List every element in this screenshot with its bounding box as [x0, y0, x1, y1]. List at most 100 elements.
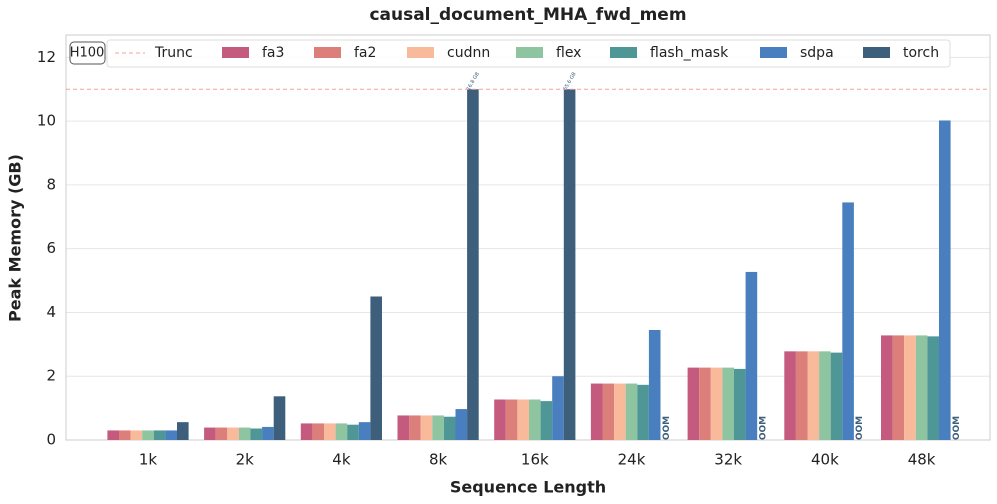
bar — [529, 399, 541, 440]
legend-swatch — [516, 47, 543, 58]
bar — [153, 430, 166, 440]
bar — [262, 426, 274, 440]
bars — [107, 89, 951, 441]
oom-label: OOM — [952, 416, 962, 440]
annotation-box — [69, 41, 106, 65]
bar — [927, 336, 939, 440]
y-tick-label: 6 — [46, 239, 56, 257]
x-tick-label: 40k — [811, 451, 839, 469]
bar — [227, 427, 239, 440]
bar — [142, 430, 154, 440]
bar — [842, 202, 854, 440]
bar — [745, 271, 758, 440]
x-tick-label: 1k — [139, 451, 158, 469]
bar — [467, 89, 479, 441]
legend-label: sdpa — [800, 45, 834, 61]
bar — [238, 427, 251, 440]
legend-label: fa3 — [262, 45, 284, 61]
bar — [324, 423, 336, 440]
chart-title: causal_document_MHA_fwd_mem — [369, 5, 686, 25]
x-tick-label: 8k — [429, 451, 448, 469]
bar — [273, 396, 286, 440]
y-axis-label: Peak Memory (GB) — [6, 154, 25, 322]
bar — [165, 430, 177, 440]
bar — [819, 351, 831, 440]
x-tick-label: 16k — [521, 451, 549, 469]
y-tick-label: 0 — [46, 431, 56, 449]
bar — [204, 427, 216, 440]
bar — [734, 368, 746, 440]
bar — [347, 424, 359, 440]
bar — [915, 335, 928, 440]
bar — [807, 351, 820, 440]
legend-swatch — [314, 47, 341, 58]
bar — [590, 383, 603, 440]
legend-swatch — [407, 47, 434, 58]
bar — [637, 384, 649, 440]
bar — [397, 415, 410, 440]
legend-label: fa2 — [354, 45, 376, 61]
bar — [699, 367, 711, 440]
x-tick-label: 24k — [618, 451, 646, 469]
bar — [370, 296, 382, 440]
bar — [552, 376, 564, 440]
y-tick-label: 8 — [46, 175, 56, 193]
bar — [517, 399, 529, 440]
x-tick-label: 2k — [236, 451, 255, 469]
bar — [119, 430, 131, 440]
y-tick-label: 4 — [46, 303, 56, 321]
legend-label: flash_mask — [650, 45, 729, 61]
x-tick-label: 4k — [332, 451, 351, 469]
y-tick-label: 2 — [46, 367, 56, 385]
bar — [494, 399, 506, 440]
oom-label: OOM — [855, 416, 865, 440]
legend-swatch — [863, 47, 890, 58]
legend-label: Trunc — [154, 45, 193, 61]
bar — [687, 367, 700, 440]
bar — [432, 415, 444, 440]
bar — [904, 335, 916, 440]
x-tick-label: 48k — [908, 451, 936, 469]
bar — [830, 352, 843, 440]
bar — [614, 383, 626, 440]
bar — [250, 428, 263, 440]
bar — [455, 409, 468, 440]
bar — [710, 367, 723, 440]
y-tick-label: 12 — [37, 48, 56, 66]
bar — [505, 399, 518, 440]
bar — [335, 423, 348, 440]
oom-label: OOM — [662, 416, 672, 440]
legend-label: flex — [556, 45, 581, 61]
bar — [939, 120, 951, 440]
bar — [563, 89, 576, 440]
bar — [795, 351, 808, 440]
bar — [722, 367, 734, 440]
bar — [107, 430, 119, 440]
legend-swatch — [222, 47, 249, 58]
bar — [130, 430, 143, 440]
bar — [892, 335, 905, 440]
bar — [648, 329, 661, 440]
legend-label: cudnn — [447, 45, 490, 61]
oom-label: OOM — [759, 416, 769, 440]
bar — [443, 416, 456, 440]
bar — [300, 423, 313, 440]
bar — [177, 422, 189, 440]
legend-label: torch — [903, 45, 939, 61]
bar — [420, 415, 433, 440]
bar — [409, 415, 421, 440]
legend-swatch — [610, 47, 637, 58]
bar — [312, 423, 324, 440]
bar — [540, 401, 553, 440]
legend-swatch — [760, 47, 787, 58]
y-tick-label: 10 — [37, 112, 56, 130]
x-axis-label: Sequence Length — [450, 478, 606, 497]
bar — [881, 335, 893, 440]
bar — [784, 351, 796, 440]
bar — [358, 422, 371, 440]
bar — [602, 383, 615, 440]
value-label: 65.6 GB — [562, 71, 577, 92]
bar — [625, 383, 638, 440]
value-label: 16.8 GB — [466, 71, 481, 92]
